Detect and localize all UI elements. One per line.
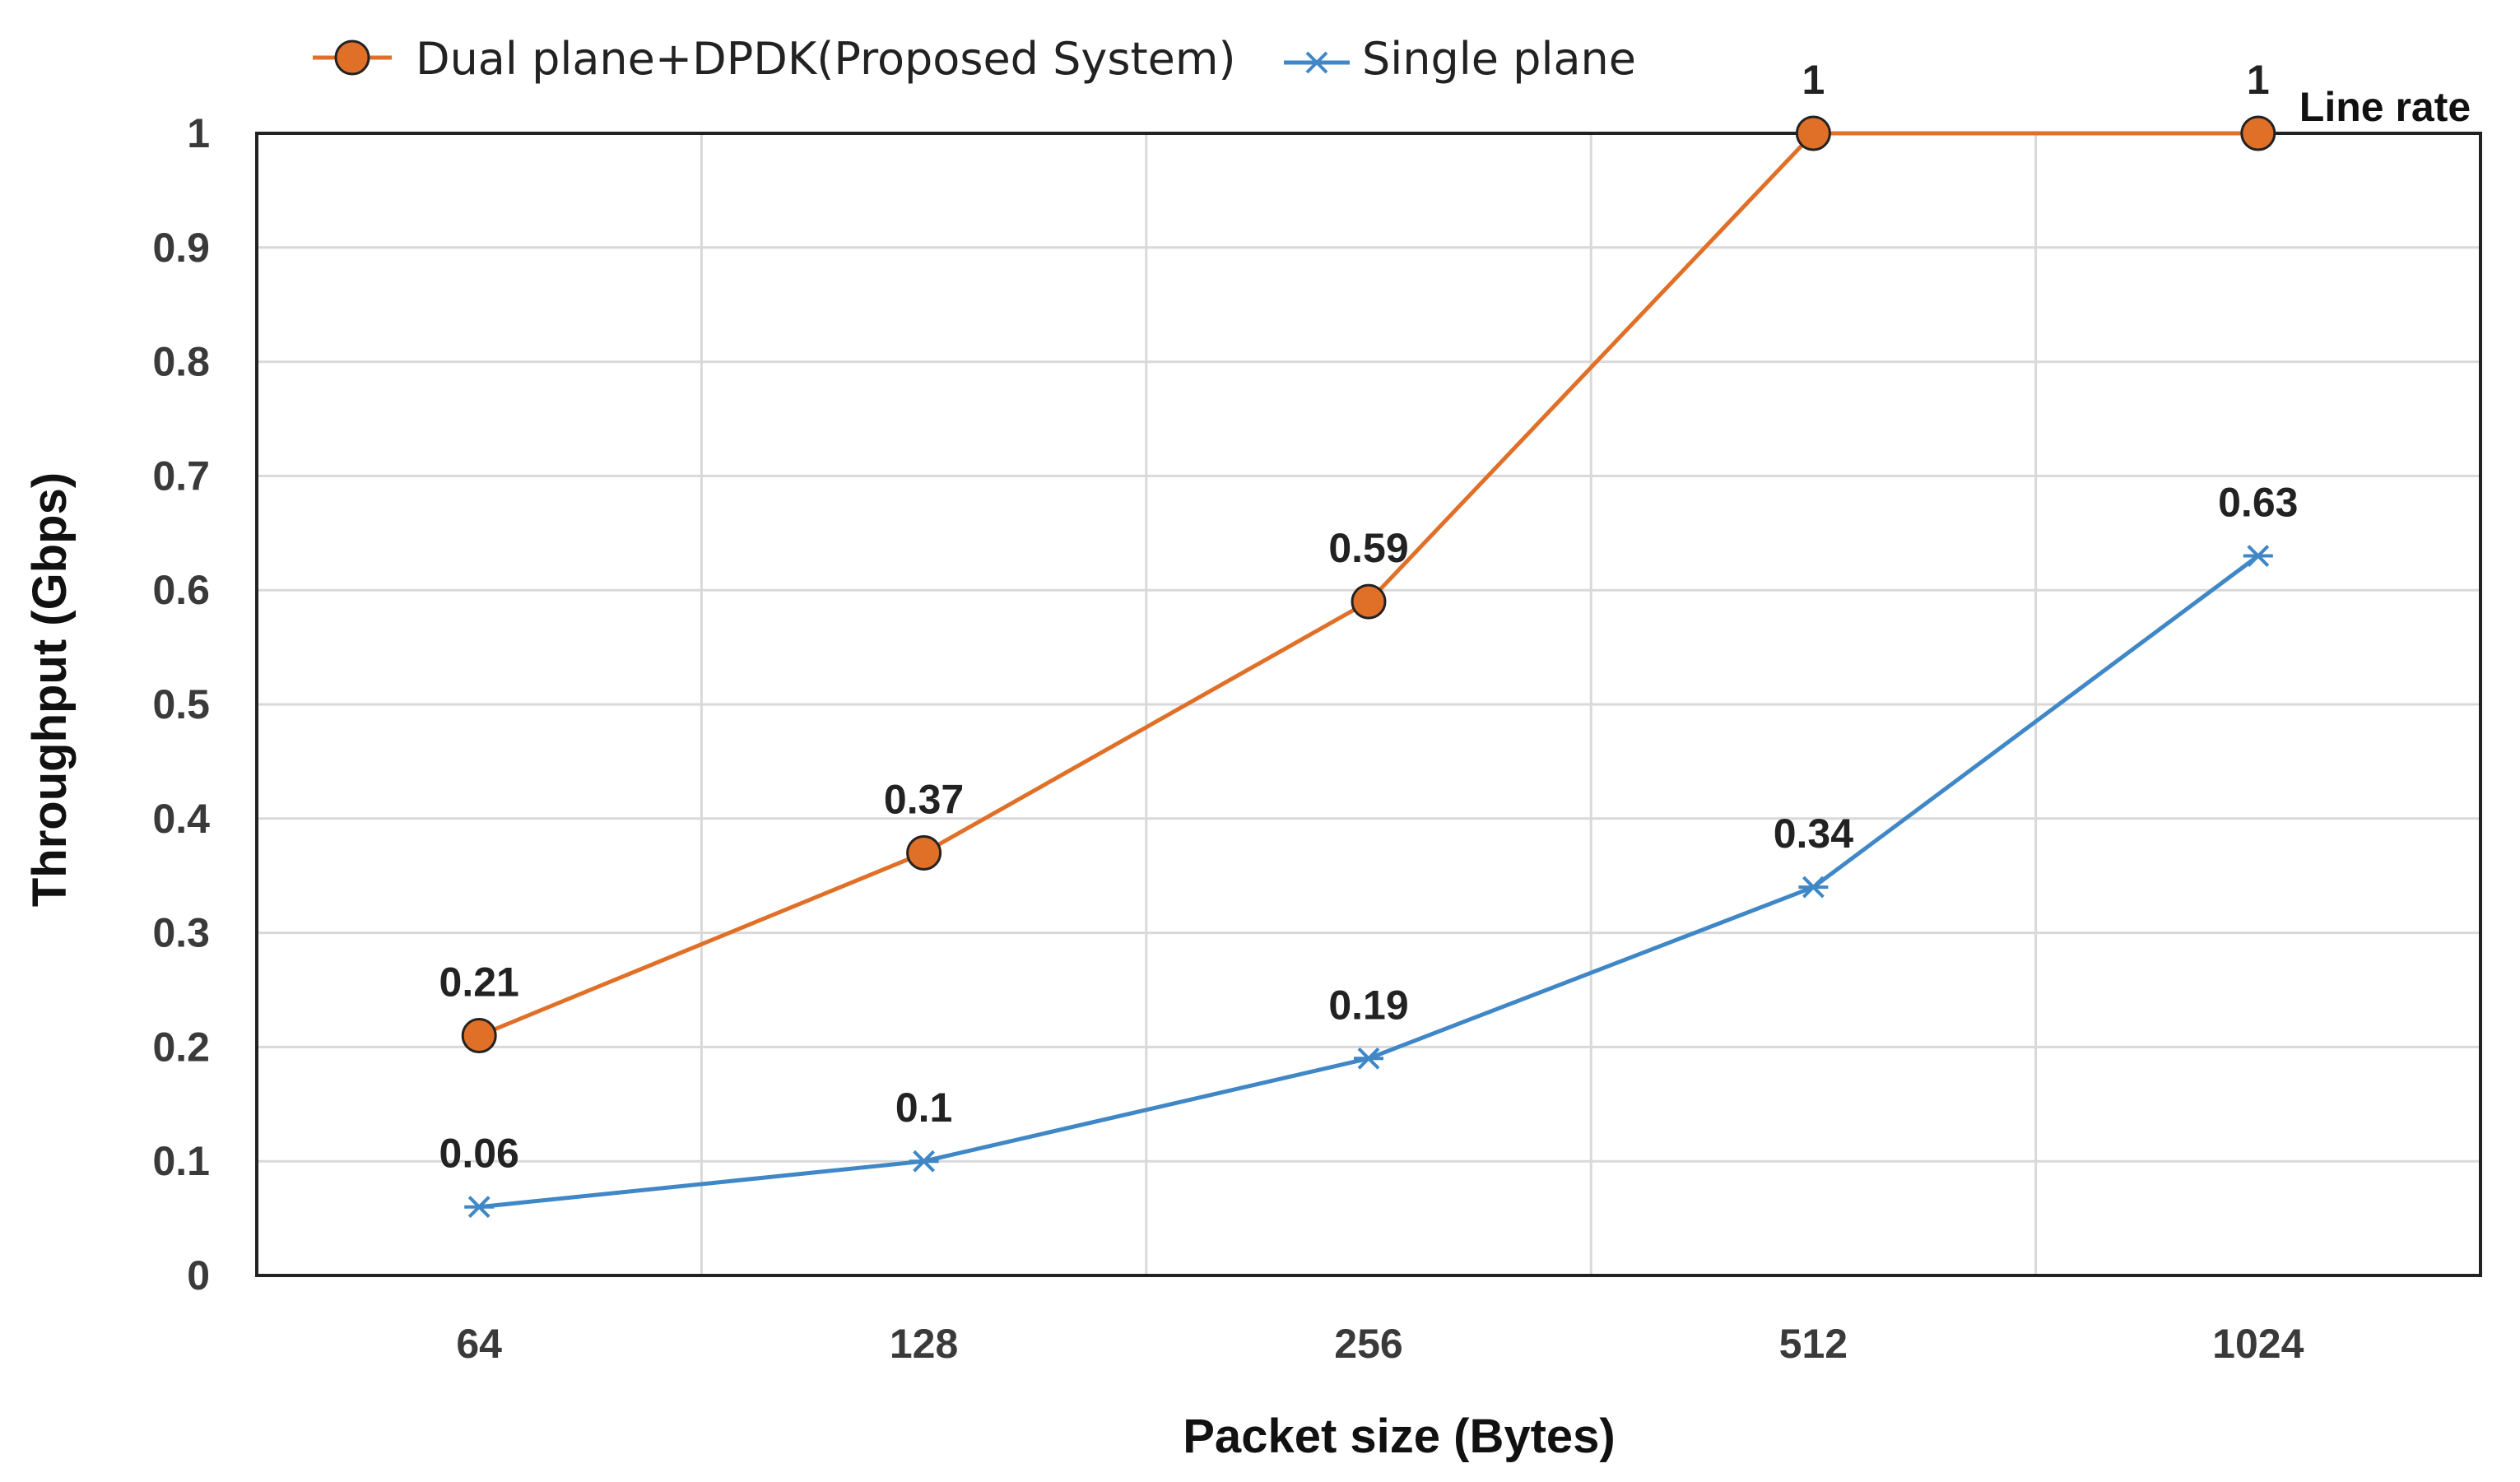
x-axis-title: Packet size (Bytes) [1183, 1410, 1615, 1463]
y-axis-title: Throughput (Gbps) [23, 472, 77, 907]
series-group [461, 115, 2276, 1219]
legend-marker-x-icon [1302, 51, 1332, 74]
legend-marker-circle-icon [334, 39, 370, 76]
legend-x-mark [1302, 51, 1332, 74]
y-tick-label: 0.7 [152, 453, 210, 499]
data-label-dual-plane-dpdk-proposed-system: 0.59 [1328, 525, 1408, 571]
data-point-single-plane [1354, 1047, 1383, 1070]
data-label-dual-plane-dpdk-proposed-system: 1 [1802, 57, 1825, 103]
y-tick-label: 0 [187, 1252, 210, 1298]
y-tick-label: 0.1 [152, 1138, 210, 1184]
data-point-dual-plane-dpdk-proposed-system [906, 834, 942, 871]
x-tick-label: 1024 [2212, 1321, 2304, 1367]
data-label-dual-plane-dpdk-proposed-system: 0.21 [439, 959, 519, 1006]
x-tick-label: 512 [1779, 1321, 1848, 1367]
data-point-dual-plane-dpdk-proposed-system [2240, 115, 2276, 151]
y-tick-label: 0.5 [152, 681, 210, 727]
data-point-single-plane [1798, 876, 1829, 899]
y-tick-label: 0.8 [152, 339, 210, 385]
legend: Dual plane+DPDK(Proposed System) Single … [313, 33, 1636, 85]
legend-item-dual-plane: Dual plane+DPDK(Proposed System) [313, 33, 1236, 85]
x-tick-label: 128 [890, 1321, 958, 1367]
data-label-single-plane: 0.19 [1328, 982, 1408, 1028]
y-tick-label: 1 [187, 110, 210, 156]
y-axis-ticks: 0 0.1 0.2 0.3 0.4 0.5 0.6 0.7 0.8 0.9 1 [152, 110, 210, 1298]
y-tick-label: 0.2 [152, 1024, 210, 1070]
x-axis-ticks: 64 128 256 512 1024 [456, 1321, 2304, 1367]
data-point-single-plane [2243, 545, 2273, 567]
data-label-dual-plane-dpdk-proposed-system: 1 [2247, 57, 2270, 103]
plot-area [255, 132, 2482, 1277]
legend-label-dual-plane: Dual plane+DPDK(Proposed System) [416, 33, 1236, 85]
data-label-single-plane: 0.1 [895, 1085, 953, 1131]
data-point-single-plane [909, 1150, 939, 1173]
x-tick-label: 256 [1334, 1321, 1402, 1367]
legend-item-single-plane: Single plane [1284, 33, 1636, 85]
data-label-dual-plane-dpdk-proposed-system: 0.37 [884, 776, 964, 822]
legend-label-single-plane: Single plane [1362, 33, 1636, 85]
y-tick-label: 0.9 [152, 225, 210, 271]
data-point-dual-plane-dpdk-proposed-system [1795, 115, 1831, 151]
y-tick-label: 0.6 [152, 567, 210, 613]
line-rate-annotation: Line rate [2299, 84, 2471, 130]
data-label-single-plane: 0.63 [2218, 480, 2298, 526]
y-tick-label: 0.4 [152, 796, 210, 842]
data-label-single-plane: 0.34 [1774, 811, 1854, 857]
data-labels: 0.21 0.37 0.59 1 1 0.06 0.1 0.19 0.34 0.63 Line ra… [439, 57, 2471, 1177]
data-point-dual-plane-dpdk-proposed-system [1351, 583, 1387, 620]
x-tick-label: 64 [456, 1321, 502, 1367]
y-tick-label: 0.3 [152, 910, 210, 956]
data-point-single-plane [464, 1196, 495, 1219]
data-point-dual-plane-dpdk-proposed-system [461, 1018, 497, 1054]
data-label-single-plane: 0.06 [439, 1131, 519, 1177]
